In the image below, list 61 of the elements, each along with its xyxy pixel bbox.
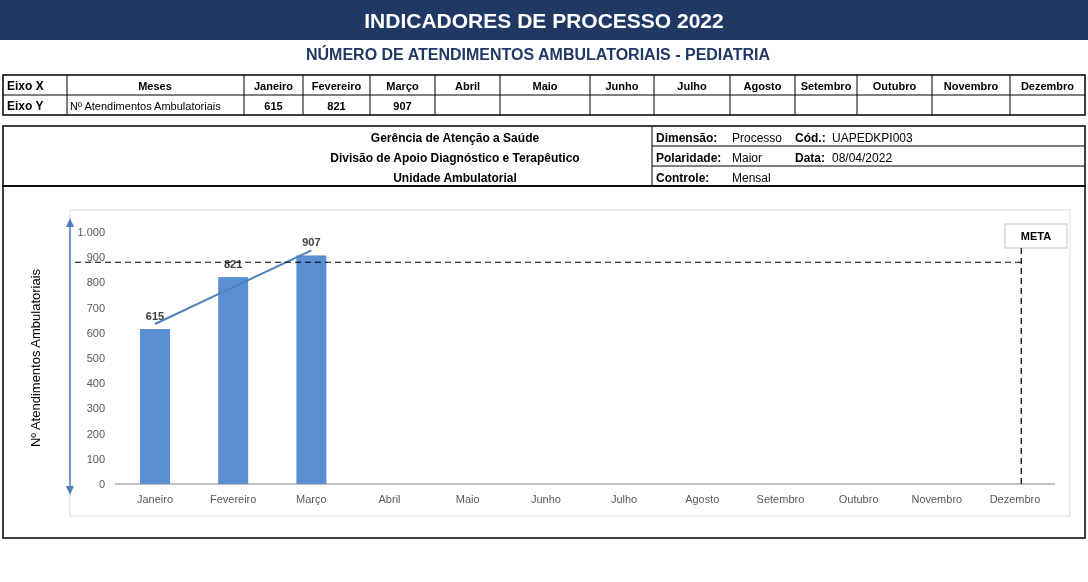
category-label: Agosto [743, 80, 782, 92]
x-tick-label: Setembro [756, 493, 805, 505]
text: Maior [732, 151, 763, 165]
text: Eixo X [7, 79, 44, 93]
text: Cód.: [795, 131, 826, 145]
y-tick-label: 800 [86, 276, 105, 289]
y-tick-label: 200 [86, 427, 105, 440]
chart-title: INDICADORES DE PROCESSO 2022 [364, 9, 724, 32]
text: Divisão de Apoio Diagnóstico e Terapêutico [330, 151, 580, 165]
text: Dimensão: [656, 131, 718, 145]
text: 615 [264, 100, 283, 112]
text: Polaridade: [656, 151, 722, 165]
x-tick-label: Outubro [838, 493, 879, 505]
text: 821 [327, 100, 346, 112]
x-tick-label: Janeiro [136, 493, 174, 505]
category-label: Outubro [872, 80, 917, 92]
y-axis-title: Nº Atendimentos Ambulatoriais [28, 268, 43, 448]
x-tick-label: Abril [378, 493, 401, 505]
text: Mensal [732, 171, 771, 185]
y-tick-label: 600 [86, 326, 105, 339]
text: UAPEDKPI003 [832, 131, 914, 145]
text: Unidade Ambulatorial [393, 171, 517, 185]
data-label: 615 [145, 310, 165, 323]
y-tick-label: 300 [86, 402, 105, 415]
category-label: Maio [532, 80, 558, 92]
category-label: Novembro [943, 80, 999, 92]
y-tick-label: 0 [98, 478, 105, 490]
category-label: Abril [454, 80, 481, 92]
x-tick-label: Fevereiro [209, 493, 257, 505]
category-label: Julho [677, 80, 707, 92]
x-tick-label: Agosto [685, 493, 720, 505]
text: Processo [732, 131, 783, 145]
y-tick-label: 400 [86, 377, 105, 390]
text: Meses [138, 80, 172, 92]
ref-line-label: META [1020, 230, 1052, 242]
text: Eixo Y [7, 99, 44, 113]
text: 08/04/2022 [832, 151, 893, 165]
x-tick-label: Março [296, 493, 327, 505]
y-tick-label: 100 [86, 452, 105, 465]
data-label: 907 [302, 236, 321, 249]
category-label: Setembro [800, 80, 852, 92]
text: 907 [393, 100, 412, 112]
chart-subtitle: NÚMERO DE ATENDIMENTOS AMBULATORIAIS - PEDIATRIA [306, 45, 771, 63]
x-tick-label: Junho [530, 493, 561, 505]
category-label: Junho [605, 80, 639, 92]
category-label: Janeiro [253, 80, 294, 92]
text: Gerência de Atenção a Saúde [370, 131, 540, 145]
y-tick-label: 900 [86, 251, 105, 264]
y-tick-label: 500 [86, 352, 105, 364]
y-tick-label: 700 [86, 301, 105, 314]
x-tick-label: Julho [610, 493, 638, 505]
category-label: Dezembro [1020, 80, 1075, 92]
text: Nº Atendimentos Ambulatoriais [70, 100, 221, 112]
x-tick-label: Maio [455, 493, 480, 505]
x-tick-label: Novembro [911, 493, 963, 505]
x-tick-label: Dezembro [989, 493, 1041, 505]
y-tick-label: 1.000 [77, 226, 105, 238]
category-label: Março [386, 80, 419, 92]
text: Controle: [656, 171, 710, 185]
text: Data: [795, 151, 826, 165]
category-label: Fevereiro [311, 80, 362, 92]
